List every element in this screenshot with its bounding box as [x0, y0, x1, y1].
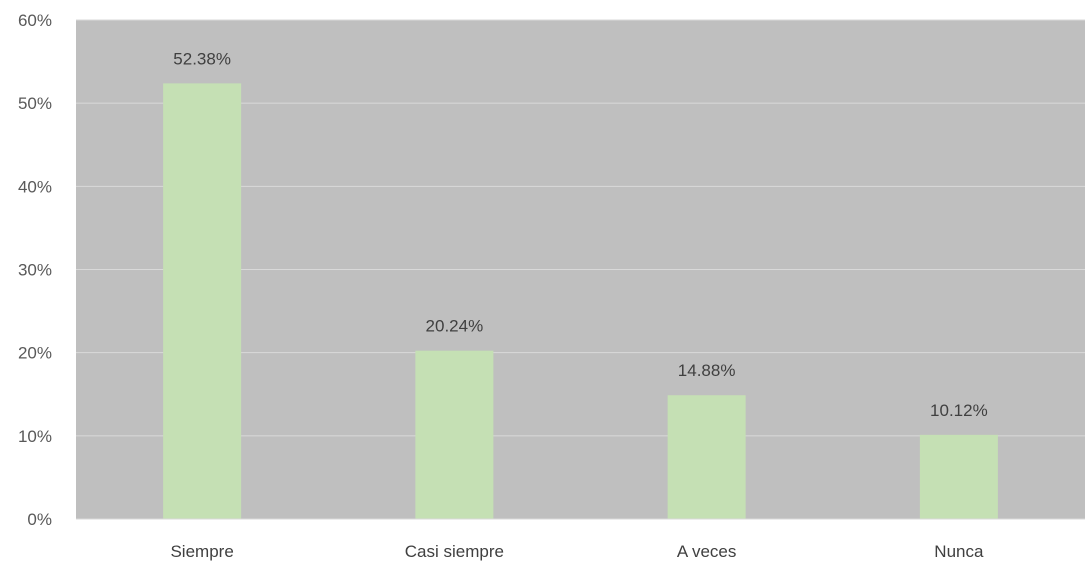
y-tick-label: 20%: [18, 344, 52, 363]
x-category-label: A veces: [677, 542, 737, 561]
y-tick-label: 10%: [18, 427, 52, 446]
data-label: 14.88%: [678, 361, 736, 380]
x-category-label: Siempre: [170, 542, 233, 561]
bar-a-veces: [667, 395, 746, 519]
bars: [163, 83, 998, 520]
x-axis-category-labels: Siempre Casi siempre A veces Nunca: [170, 542, 984, 561]
gridlines: [76, 19, 1085, 437]
x-category-label: Nunca: [934, 542, 984, 561]
y-tick-label: 50%: [18, 94, 52, 113]
y-tick-label: 60%: [18, 11, 52, 30]
data-labels: 52.38% 20.24% 14.88% 10.12%: [173, 49, 987, 419]
y-axis-tick-labels: 0% 10% 20% 30% 40% 50% 60%: [18, 11, 52, 529]
data-label: 52.38%: [173, 49, 231, 68]
data-label: 20.24%: [426, 317, 484, 336]
y-tick-label: 40%: [18, 177, 52, 196]
bar-casi-siempre: [415, 350, 494, 519]
y-tick-label: 0%: [27, 510, 52, 529]
data-label: 10.12%: [930, 401, 988, 420]
bar-nunca: [919, 434, 998, 519]
y-tick-label: 30%: [18, 261, 52, 280]
bar-siempre: [163, 83, 242, 520]
x-category-label: Casi siempre: [405, 542, 504, 561]
